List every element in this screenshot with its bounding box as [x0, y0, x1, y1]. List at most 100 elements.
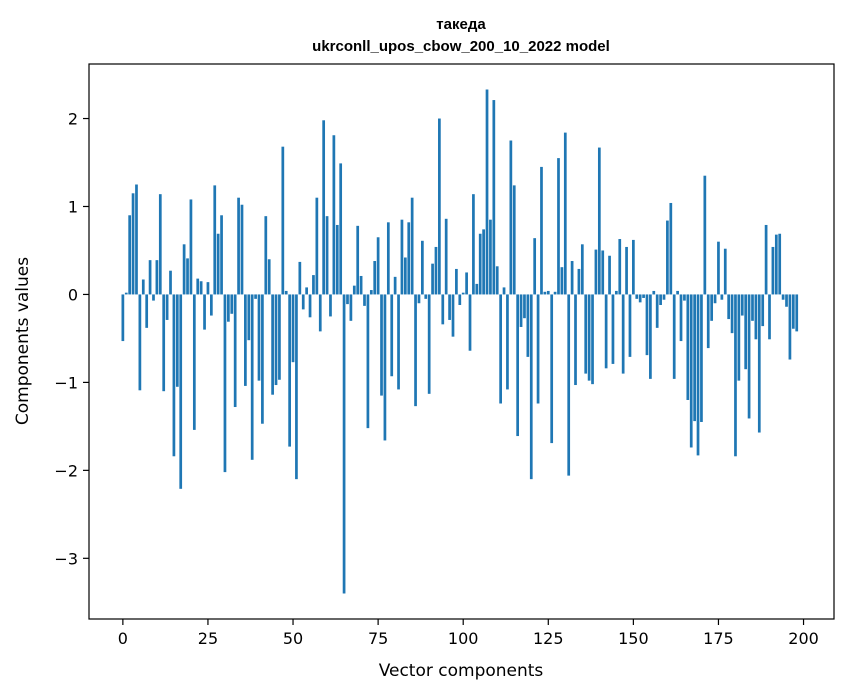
x-tick-label: 50	[283, 629, 303, 648]
x-tick-label: 25	[198, 629, 218, 648]
bar	[349, 294, 353, 321]
x-tick-label: 150	[618, 629, 649, 648]
bar	[162, 294, 166, 392]
bar	[138, 294, 142, 391]
bar	[632, 239, 635, 295]
bar	[791, 294, 795, 329]
bar	[604, 294, 608, 369]
bar	[635, 294, 639, 299]
bar	[152, 294, 155, 301]
bar	[189, 199, 193, 295]
bar	[213, 185, 217, 295]
bar	[455, 268, 458, 295]
bar	[557, 158, 560, 295]
bar	[414, 294, 417, 407]
bar	[795, 294, 799, 332]
bar	[179, 294, 183, 489]
bar	[655, 294, 659, 328]
y-tick-label: 1	[68, 197, 78, 216]
bar	[397, 294, 400, 390]
bar	[135, 184, 138, 295]
bar	[403, 257, 407, 295]
bar	[478, 233, 482, 295]
bar	[649, 294, 652, 379]
bar	[424, 294, 428, 299]
bar	[652, 290, 656, 295]
bar	[410, 197, 414, 295]
bar	[577, 268, 581, 295]
bar	[608, 255, 611, 295]
bar	[366, 294, 370, 429]
bar	[771, 246, 775, 295]
bar	[369, 290, 373, 295]
bar	[182, 244, 186, 295]
bar	[495, 266, 499, 295]
bar	[230, 294, 234, 314]
bar	[550, 294, 554, 444]
bar	[199, 281, 203, 295]
bar	[679, 294, 683, 342]
bar	[788, 294, 792, 360]
bar	[757, 294, 761, 433]
bar	[465, 272, 468, 295]
bar	[192, 294, 196, 430]
x-axis-label: Vector components	[379, 661, 544, 681]
bar	[301, 294, 305, 310]
bar	[475, 283, 479, 295]
bar	[764, 224, 768, 295]
bar	[567, 294, 571, 476]
x-ticks-group: 0 25 50 75 100 125 150 175 200	[118, 619, 819, 648]
bar	[747, 294, 751, 419]
bar	[492, 100, 496, 295]
y-tick-label: −2	[54, 461, 78, 480]
bar	[407, 222, 411, 295]
bar	[628, 294, 632, 357]
bar	[376, 237, 380, 295]
bar	[693, 294, 696, 422]
bar	[594, 249, 598, 295]
bar	[281, 146, 285, 295]
bar	[642, 294, 645, 298]
bar	[308, 294, 312, 318]
bar	[713, 294, 717, 304]
bar	[533, 238, 537, 295]
bar	[519, 294, 523, 327]
bar	[444, 218, 448, 295]
bar	[346, 294, 349, 305]
bar	[523, 294, 526, 319]
chart-title-line2: ukrconll_upos_cbow_200_10_2022 model	[312, 38, 610, 55]
bar	[386, 222, 390, 295]
bar	[730, 294, 734, 334]
bar	[264, 216, 268, 295]
bar	[186, 258, 189, 295]
bar	[363, 294, 366, 306]
bar	[574, 294, 577, 386]
bar	[124, 292, 128, 295]
bar	[390, 294, 394, 377]
bar	[220, 215, 223, 295]
bar	[278, 294, 281, 380]
bar	[438, 118, 441, 295]
bar	[516, 294, 520, 437]
bar	[359, 275, 363, 295]
bar	[502, 287, 506, 295]
bar	[352, 285, 356, 295]
bar	[662, 294, 666, 300]
bar	[625, 246, 628, 295]
bar	[318, 294, 322, 332]
bar	[284, 290, 288, 295]
chart-title-line1: такеда	[436, 16, 486, 33]
bar	[468, 294, 472, 351]
bar	[223, 294, 227, 473]
x-tick-label: 200	[788, 629, 819, 648]
bar	[421, 240, 424, 295]
bar	[448, 294, 451, 320]
bar	[717, 241, 720, 295]
bar	[400, 219, 404, 295]
bar	[669, 202, 673, 295]
bar	[342, 294, 346, 594]
bar	[584, 294, 588, 374]
bar	[727, 294, 731, 320]
